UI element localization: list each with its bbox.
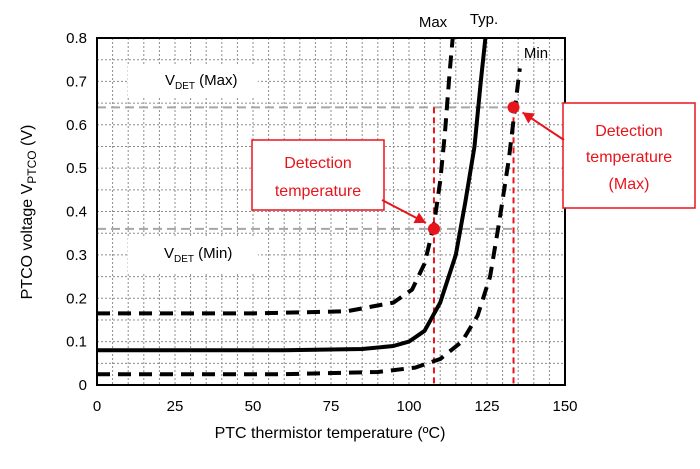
callout-2-line-2: temperature xyxy=(586,149,672,166)
series-label-max: Max xyxy=(419,14,448,31)
series-label-min: Min xyxy=(524,45,548,62)
vdet-min-sub: DET xyxy=(174,254,194,265)
tick-labels: 0 25 50 75 100 125 150 0 0.1 0.2 0.3 0.4 0.5 0.6 0.7 0.… xyxy=(66,30,577,415)
threshold-label-min: VDET (Min) xyxy=(128,236,258,274)
threshold-label-max: VDET (Max) xyxy=(128,64,258,96)
vdet-min-suffix: (Min) xyxy=(194,245,232,262)
detection-vertical-lines xyxy=(432,107,515,385)
plot-frame xyxy=(96,37,566,386)
x-tick-label: 150 xyxy=(552,398,577,415)
callout-detection-temperature: Detection temperature xyxy=(251,139,385,211)
x-tick-label: 25 xyxy=(167,398,184,415)
y-tick-label: 0.3 xyxy=(66,247,87,264)
svg-text:VDET (Max): VDET (Max) xyxy=(165,72,238,92)
y-axis-label-main: PTCO voltage V xyxy=(19,183,36,299)
detection-point xyxy=(507,101,520,114)
y-tick-label: 0.5 xyxy=(66,160,87,177)
vdet-min-main: V xyxy=(164,245,174,262)
callout-1-line-2: temperature xyxy=(275,183,361,200)
x-tick-label: 100 xyxy=(396,398,421,415)
x-tick-label: 50 xyxy=(245,398,262,415)
y-tick-label: 0.8 xyxy=(66,30,87,47)
y-axis-label: PTCO voltage VPTCO (V) xyxy=(19,125,39,300)
series-line-typ xyxy=(97,37,488,353)
callout-arrows xyxy=(381,111,565,224)
vdet-max-sub: DET xyxy=(175,81,195,92)
detection-markers xyxy=(427,101,520,235)
vdet-max-main: V xyxy=(165,72,175,89)
callout-arrow-head xyxy=(522,112,536,124)
series-line-min xyxy=(97,68,522,377)
callout-1-line-1: Detection xyxy=(284,155,352,172)
y-tick-label: 0 xyxy=(79,377,87,394)
detection-point xyxy=(427,222,440,235)
vdet-max-suffix: (Max) xyxy=(195,72,238,89)
series-lines xyxy=(97,37,522,377)
x-axis-label: PTC thermistor temperature (ºC) xyxy=(215,425,446,442)
x-tick-label: 125 xyxy=(474,398,499,415)
callout-arrow-head xyxy=(413,212,426,224)
y-tick-label: 0.2 xyxy=(66,290,87,307)
callout-2-line-1: Detection xyxy=(595,123,663,140)
y-tick-label: 0.7 xyxy=(66,73,87,90)
y-axis-label-sub: PTCO xyxy=(25,150,39,183)
series-label-typ: Typ. xyxy=(470,11,498,28)
x-tick-label: 75 xyxy=(323,398,340,415)
y-tick-label: 0.1 xyxy=(66,334,87,351)
callout-2-line-3: (Max) xyxy=(609,176,650,193)
y-tick-label: 0.4 xyxy=(66,204,87,221)
callout-detection-temperature-max: Detection temperature (Max) xyxy=(562,102,696,209)
x-tick-label: 0 xyxy=(93,398,101,415)
y-axis-label-suffix: (V) xyxy=(19,125,36,151)
series-line-max xyxy=(97,37,455,316)
y-tick-label: 0.6 xyxy=(66,117,87,134)
svg-text:VDET (Min): VDET (Min) xyxy=(164,245,232,265)
